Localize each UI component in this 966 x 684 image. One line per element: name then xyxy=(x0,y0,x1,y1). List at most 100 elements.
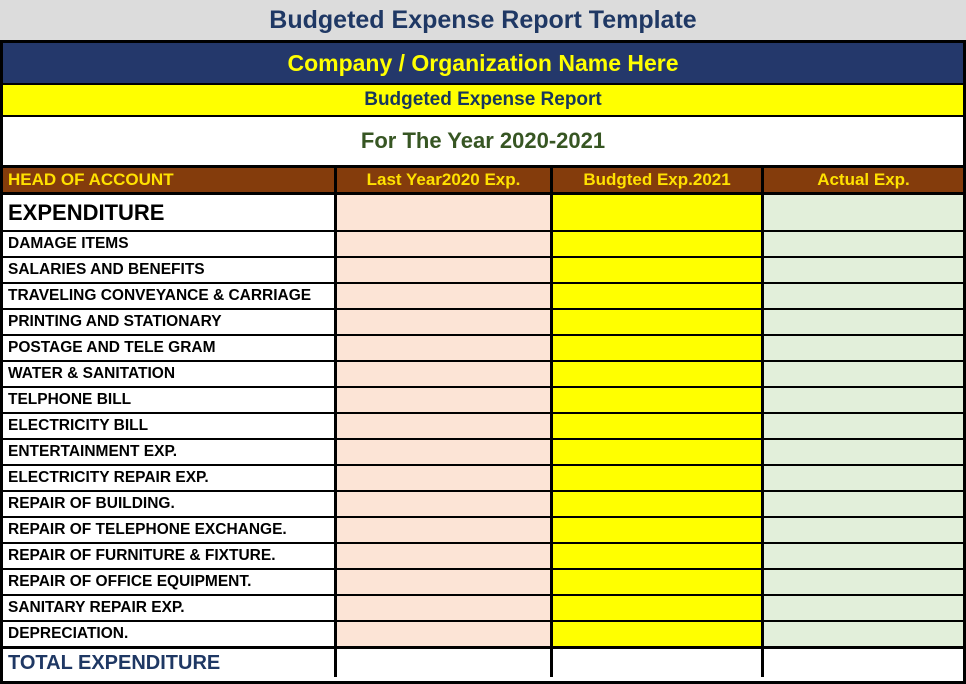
cell-budgeted-exp[interactable] xyxy=(550,232,761,256)
cell-total-actual[interactable] xyxy=(761,649,963,677)
report-body: Company / Organization Name Here Budgete… xyxy=(0,40,966,684)
table-row: POSTAGE AND TELE GRAM xyxy=(3,334,963,360)
account-label: POSTAGE AND TELE GRAM xyxy=(3,336,334,360)
cell-actual-exp[interactable] xyxy=(761,195,963,230)
cell-last-year-exp[interactable] xyxy=(334,310,550,334)
cell-last-year-exp[interactable] xyxy=(334,232,550,256)
cell-actual-exp[interactable] xyxy=(761,258,963,282)
account-label: SANITARY REPAIR EXP. xyxy=(3,596,334,620)
cell-budgeted-exp[interactable] xyxy=(550,492,761,516)
account-label: ELECTRICITY BILL xyxy=(3,414,334,438)
cell-budgeted-exp[interactable] xyxy=(550,336,761,360)
account-label: REPAIR OF FURNITURE & FIXTURE. xyxy=(3,544,334,568)
table-row: SALARIES AND BENEFITS xyxy=(3,256,963,282)
cell-budgeted-exp[interactable] xyxy=(550,596,761,620)
cell-actual-exp[interactable] xyxy=(761,466,963,490)
table-header-row: HEAD OF ACCOUNT Last Year2020 Exp. Budgt… xyxy=(3,165,963,195)
cell-actual-exp[interactable] xyxy=(761,570,963,594)
header-head-of-account: HEAD OF ACCOUNT xyxy=(8,170,174,189)
cell-budgeted-exp[interactable] xyxy=(550,570,761,594)
expense-table-body: DAMAGE ITEMS SALARIES AND BENEFITS TRAVE… xyxy=(3,230,963,646)
cell-last-year-exp[interactable] xyxy=(334,622,550,646)
cell-actual-exp[interactable] xyxy=(761,622,963,646)
table-row: TELPHONE BILL xyxy=(3,386,963,412)
cell-last-year-exp[interactable] xyxy=(334,362,550,386)
header-actual-exp: Actual Exp. xyxy=(761,168,963,192)
table-row: WATER & SANITATION xyxy=(3,360,963,386)
table-row: REPAIR OF BUILDING. xyxy=(3,490,963,516)
account-label: TRAVELING CONVEYANCE & CARRIAGE xyxy=(3,284,334,308)
table-row: PRINTING AND STATIONARY xyxy=(3,308,963,334)
report-title: Budgeted Expense Report xyxy=(364,89,602,110)
table-row-total: TOTAL EXPENDITURE xyxy=(3,646,963,677)
cell-budgeted-exp[interactable] xyxy=(550,544,761,568)
header-budgeted-exp: Budgted Exp.2021 xyxy=(550,168,761,192)
cell-last-year-exp[interactable] xyxy=(334,284,550,308)
table-row: TRAVELING CONVEYANCE & CARRIAGE xyxy=(3,282,963,308)
cell-budgeted-exp[interactable] xyxy=(550,466,761,490)
cell-actual-exp[interactable] xyxy=(761,362,963,386)
cell-budgeted-exp[interactable] xyxy=(550,440,761,464)
cell-actual-exp[interactable] xyxy=(761,388,963,412)
table-row: REPAIR OF TELEPHONE EXCHANGE. xyxy=(3,516,963,542)
table-row: ELECTRICITY REPAIR EXP. xyxy=(3,464,963,490)
cell-last-year-exp[interactable] xyxy=(334,518,550,542)
cell-last-year-exp[interactable] xyxy=(334,258,550,282)
cell-actual-exp[interactable] xyxy=(761,310,963,334)
cell-actual-exp[interactable] xyxy=(761,414,963,438)
cell-total-last-year[interactable] xyxy=(334,649,550,677)
cell-actual-exp[interactable] xyxy=(761,232,963,256)
cell-last-year-exp[interactable] xyxy=(334,596,550,620)
account-label: WATER & SANITATION xyxy=(3,362,334,386)
cell-last-year-exp[interactable] xyxy=(334,570,550,594)
cell-last-year-exp[interactable] xyxy=(334,466,550,490)
cell-last-year-exp[interactable] xyxy=(334,440,550,464)
cell-last-year-exp[interactable] xyxy=(334,388,550,412)
account-label: REPAIR OF OFFICE EQUIPMENT. xyxy=(3,570,334,594)
cell-actual-exp[interactable] xyxy=(761,284,963,308)
header-last-year-exp: Last Year2020 Exp. xyxy=(334,168,550,192)
report-title-bar: Budgeted Expense Report xyxy=(3,85,963,117)
table-row: REPAIR OF FURNITURE & FIXTURE. xyxy=(3,542,963,568)
cell-budgeted-exp[interactable] xyxy=(550,388,761,412)
account-label: ENTERTAINMENT EXP. xyxy=(3,440,334,464)
company-name-bar[interactable]: Company / Organization Name Here xyxy=(3,43,963,85)
table-row: ELECTRICITY BILL xyxy=(3,412,963,438)
account-label: TELPHONE BILL xyxy=(3,388,334,412)
cell-budgeted-exp[interactable] xyxy=(550,622,761,646)
cell-actual-exp[interactable] xyxy=(761,518,963,542)
table-row: REPAIR OF OFFICE EQUIPMENT. xyxy=(3,568,963,594)
cell-last-year-exp[interactable] xyxy=(334,492,550,516)
table-row: ENTERTAINMENT EXP. xyxy=(3,438,963,464)
cell-last-year-exp[interactable] xyxy=(334,336,550,360)
cell-last-year-exp[interactable] xyxy=(334,195,550,230)
cell-budgeted-exp[interactable] xyxy=(550,518,761,542)
cell-actual-exp[interactable] xyxy=(761,596,963,620)
cell-budgeted-exp[interactable] xyxy=(550,414,761,438)
year-bar: For The Year 2020-2021 xyxy=(3,117,963,165)
company-name-placeholder[interactable]: Company / Organization Name Here xyxy=(287,49,679,76)
cell-actual-exp[interactable] xyxy=(761,440,963,464)
cell-last-year-exp[interactable] xyxy=(334,414,550,438)
cell-budgeted-exp[interactable] xyxy=(550,310,761,334)
table-row: DEPRECIATION. xyxy=(3,620,963,646)
cell-actual-exp[interactable] xyxy=(761,544,963,568)
cell-budgeted-exp[interactable] xyxy=(550,258,761,282)
table-row: SANITARY REPAIR EXP. xyxy=(3,594,963,620)
table-row: DAMAGE ITEMS xyxy=(3,230,963,256)
cell-actual-exp[interactable] xyxy=(761,336,963,360)
cell-budgeted-exp[interactable] xyxy=(550,362,761,386)
cell-actual-exp[interactable] xyxy=(761,492,963,516)
account-label: REPAIR OF BUILDING. xyxy=(3,492,334,516)
account-label: REPAIR OF TELEPHONE EXCHANGE. xyxy=(3,518,334,542)
account-label: SALARIES AND BENEFITS xyxy=(3,258,334,282)
cell-last-year-exp[interactable] xyxy=(334,544,550,568)
cell-budgeted-exp[interactable] xyxy=(550,284,761,308)
total-label: TOTAL EXPENDITURE xyxy=(3,649,334,677)
cell-total-budgeted[interactable] xyxy=(550,649,761,677)
section-label: EXPENDITURE xyxy=(3,195,334,230)
cell-budgeted-exp[interactable] xyxy=(550,195,761,230)
account-label: ELECTRICITY REPAIR EXP. xyxy=(3,466,334,490)
account-label: DAMAGE ITEMS xyxy=(3,232,334,256)
